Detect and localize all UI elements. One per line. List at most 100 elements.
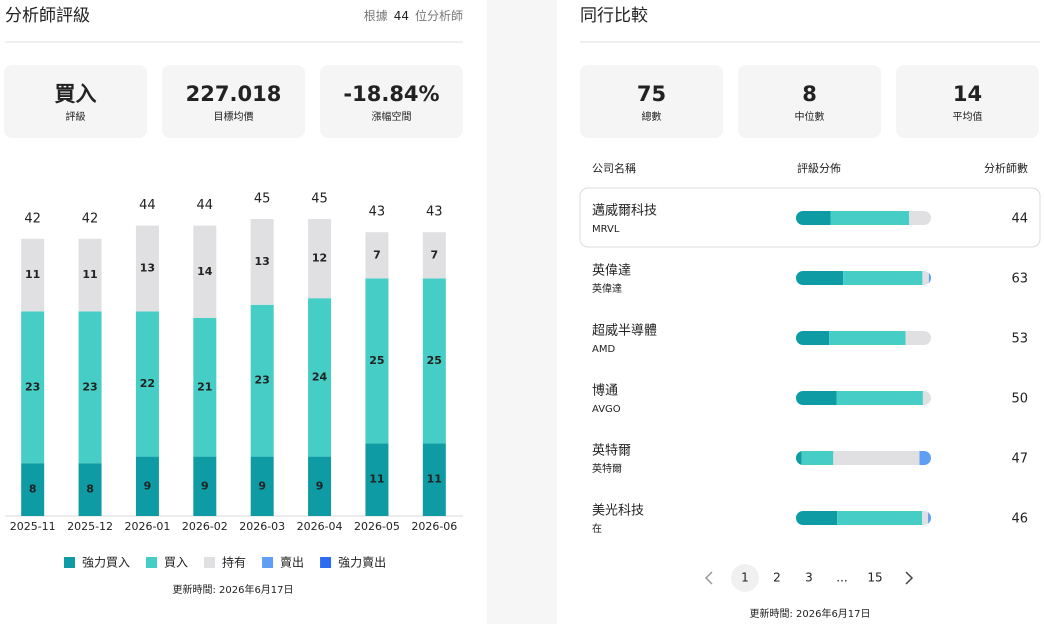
distribution-segment xyxy=(796,451,802,465)
legend-label: 持有 xyxy=(222,555,246,570)
segment-label: 13 xyxy=(140,262,155,275)
prev-page[interactable] xyxy=(704,571,713,585)
update-time: 更新時間: 2026年6月17日 xyxy=(749,607,870,620)
page-item[interactable]: 3 xyxy=(805,571,813,585)
stat-label: 中位數 xyxy=(795,110,825,123)
legend-label: 強力賣出 xyxy=(338,555,386,570)
x-tick-label: 2025-12 xyxy=(67,520,113,533)
segment-label: 21 xyxy=(197,380,212,393)
distribution-segment xyxy=(796,511,838,525)
total-label: 42 xyxy=(24,211,41,226)
stat-label: 目標均價 xyxy=(214,110,254,123)
segment-label: 25 xyxy=(369,354,384,367)
stat-value: 14 xyxy=(953,82,982,106)
distribution-segment xyxy=(796,331,830,345)
company-ticker: MRVL xyxy=(592,224,620,235)
segment-label: 7 xyxy=(373,248,381,261)
bar-segment xyxy=(135,225,159,312)
legend-swatch xyxy=(64,557,75,568)
distribution-segment xyxy=(837,511,923,525)
next-page[interactable] xyxy=(905,571,914,585)
stat-card xyxy=(896,65,1039,138)
column-header: 公司名稱 xyxy=(592,161,636,175)
segment-label: 9 xyxy=(316,479,324,492)
stat-label: 總數 xyxy=(642,110,662,123)
distribution-segment xyxy=(796,271,844,285)
analyst-count: 50 xyxy=(1011,392,1028,407)
x-tick-label: 2026-02 xyxy=(182,520,228,533)
segment-label: 9 xyxy=(201,479,209,492)
analyst-basis: 根據 44 位分析師 xyxy=(364,8,463,23)
segment-label: 11 xyxy=(369,473,384,486)
bar-segment xyxy=(422,232,446,279)
legend-swatch xyxy=(320,557,332,568)
segment-label: 9 xyxy=(258,479,266,492)
company-ticker: 在 xyxy=(592,523,602,535)
bar-segment xyxy=(21,463,45,516)
x-tick-label: 2025-11 xyxy=(10,520,56,533)
column-header: 分析師數 xyxy=(984,161,1028,175)
x-tick-label: 2026-06 xyxy=(411,520,457,533)
distribution-segment xyxy=(830,211,910,225)
analyst-count: 47 xyxy=(1011,452,1028,467)
distribution-segment xyxy=(836,391,923,405)
distribution-segment xyxy=(909,211,931,225)
legend-swatch xyxy=(146,557,158,568)
x-tick-label: 2026-04 xyxy=(297,520,343,533)
distribution-segment xyxy=(801,451,834,465)
analyst-count: 53 xyxy=(1011,332,1028,347)
stat-label: 漲幅空間 xyxy=(372,110,412,123)
bar-segment xyxy=(422,443,446,516)
bar-segment xyxy=(135,456,159,516)
analyst-count: 44 xyxy=(394,9,409,23)
bar-segment xyxy=(250,456,274,516)
page-item[interactable]: 1 xyxy=(741,571,749,585)
distribution-bar xyxy=(796,391,931,405)
bar-segment xyxy=(308,456,332,516)
bar-segment xyxy=(365,443,389,516)
total-label: 43 xyxy=(369,205,386,220)
current-page xyxy=(731,564,759,592)
bar-segment xyxy=(193,456,217,516)
legend-label: 賣出 xyxy=(280,555,304,570)
bar-segment xyxy=(78,311,102,464)
company-name: 英特爾 xyxy=(592,444,631,459)
page-item[interactable]: 2 xyxy=(773,571,781,585)
bar-segment xyxy=(365,232,389,279)
analyst-count: 63 xyxy=(1011,272,1028,287)
bar-segment xyxy=(78,463,102,516)
total-label: 45 xyxy=(254,192,271,207)
segment-label: 23 xyxy=(255,374,270,387)
company-name: 博通 xyxy=(592,384,618,399)
segment-label: 7 xyxy=(430,248,438,261)
distribution-segment xyxy=(919,451,931,465)
page-item[interactable]: ... xyxy=(836,571,847,585)
stat-label: 平均值 xyxy=(953,110,983,123)
basis-prefix: 根據 xyxy=(364,9,388,23)
segment-label: 11 xyxy=(25,268,40,281)
distribution-segment xyxy=(796,391,837,405)
page-item[interactable]: 15 xyxy=(867,571,882,585)
stat-label: 評級 xyxy=(66,110,86,123)
segment-label: 11 xyxy=(427,473,442,486)
legend-swatch xyxy=(204,557,216,568)
column-header: 評級分佈 xyxy=(797,161,841,175)
bar-segment xyxy=(21,238,45,312)
distribution-bar xyxy=(796,271,931,285)
stat-card xyxy=(580,65,723,138)
bar-segment xyxy=(250,219,274,305)
stat-card xyxy=(162,65,305,138)
bar-segment xyxy=(193,318,217,457)
segment-label: 8 xyxy=(86,483,94,496)
distribution-segment xyxy=(922,511,929,525)
distribution-bar xyxy=(796,511,931,525)
segment-label: 8 xyxy=(29,483,37,496)
stat-card xyxy=(4,65,147,138)
distribution-segment xyxy=(905,331,931,345)
legend-swatch xyxy=(262,557,274,568)
legend-label: 買入 xyxy=(164,556,188,570)
bar-segment xyxy=(21,311,45,464)
total-label: 44 xyxy=(139,198,156,213)
distribution-segment xyxy=(843,271,923,285)
bar-segment xyxy=(250,304,274,457)
